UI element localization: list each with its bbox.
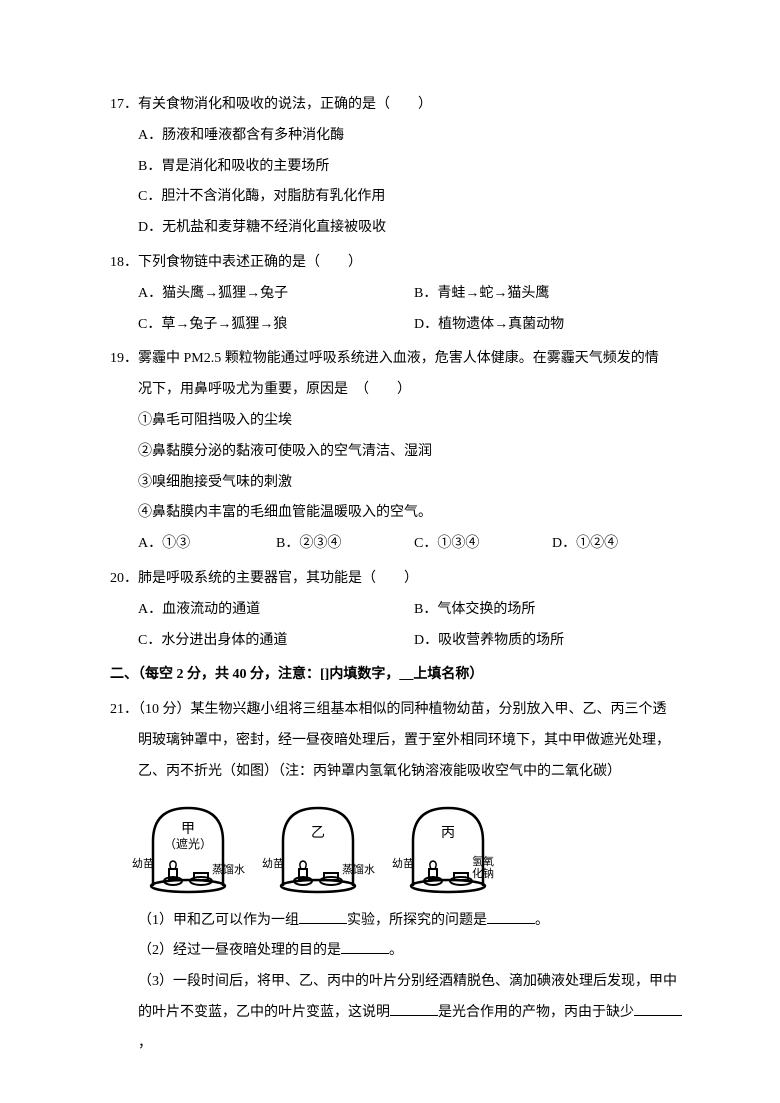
q20-stem: 20．肺是呼吸系统的主要器官，其功能是（ ） bbox=[110, 564, 690, 595]
blank-2[interactable] bbox=[487, 908, 535, 923]
q18-num: 18． bbox=[110, 255, 138, 270]
q21-sub3-line1: （3）一段时间后，将甲、乙、丙中的叶片分别经酒精脱色、滴加碘液处理后发现，甲中 bbox=[110, 967, 690, 998]
q20-opt-d: D．吸收营养物质的场所 bbox=[414, 626, 690, 657]
q21-sub1: （1）甲和乙可以作为一组 实验，所探究的问题是 。 bbox=[110, 906, 690, 937]
section-2-header: 二、（每空 2 分，共 40 分，注意：[]内填数字，__上填名称） bbox=[110, 660, 690, 691]
q20-options-row1: A．血液流动的通道 B．气体交换的场所 bbox=[110, 595, 690, 626]
q21-text1: （10 分）某生物兴趣小组将三组基本相似的同种植物幼苗，分别放入甲、乙、丙三个透 bbox=[138, 702, 667, 717]
jar-bing-right: 氢氧 化钠 bbox=[472, 856, 502, 880]
q18-text: 下列食物链中表述正确的是（ ） bbox=[138, 255, 362, 270]
blank-4[interactable] bbox=[390, 1001, 438, 1016]
q19-stem-line1: 19．雾霾中 PM2.5 颗粒物能通过呼吸系统进入血液，危害人体健康。在雾霾天气… bbox=[110, 344, 690, 375]
q18-opt-c: C．草→兔子→狐狸→狼 bbox=[138, 310, 414, 341]
q20-opt-a: A．血液流动的通道 bbox=[138, 595, 414, 626]
q21-s2a: （2）经过一昼夜暗处理的目的是 bbox=[138, 943, 341, 958]
q21-s3d: ， bbox=[138, 1036, 152, 1051]
q21-s1a: （1）甲和乙可以作为一组 bbox=[138, 913, 299, 928]
q19-opt-d: D．①②④ bbox=[552, 529, 690, 560]
blank-5[interactable] bbox=[634, 1001, 682, 1016]
jar-jia-sub: （遮光） bbox=[138, 838, 238, 851]
q21-num: 21． bbox=[110, 702, 138, 717]
q17-opt-c: C．胆汁不含消化酶，对脂肪有乳化作用 bbox=[138, 182, 690, 213]
q19-options: A．①③ B．②③④ C．①③④ D．①②④ bbox=[110, 529, 690, 560]
q21-stem-line2: 明玻璃钟罩中，密封，经一昼夜暗处理后，置于室外相同环境下，其中甲做遮光处理， bbox=[110, 726, 690, 757]
jar-bing-top: 丙 bbox=[398, 826, 498, 841]
blank-3[interactable] bbox=[341, 939, 389, 954]
q21-s2b: 。 bbox=[389, 943, 403, 958]
q17-opt-b: B．胃是消化和吸收的主要场所 bbox=[138, 152, 690, 183]
jar-yi-top: 乙 bbox=[268, 826, 368, 841]
jar-yi-left: 幼苗 bbox=[262, 858, 284, 870]
q19-item3: ③嗅细胞接受气味的刺激 bbox=[110, 468, 690, 499]
q18-stem: 18．下列食物链中表述正确的是（ ） bbox=[110, 248, 690, 279]
q19-item1: ①鼻毛可阻挡吸入的尘埃 bbox=[110, 406, 690, 437]
q18-opt-d: D．植物遗体→真菌动物 bbox=[414, 310, 690, 341]
q17-text: 有关食物消化和吸收的说法，正确的是（ ） bbox=[138, 97, 432, 112]
q20-opt-b: B．气体交换的场所 bbox=[414, 595, 690, 626]
q19-opt-a: A．①③ bbox=[138, 529, 276, 560]
jar-jia-top: 甲 bbox=[138, 822, 238, 837]
q18-opt-b: B．青蛙→蛇→猫头鹰 bbox=[414, 279, 690, 310]
q19-stem-line2: 况下，用鼻呼吸尤为重要，原因是 （ ） bbox=[110, 375, 690, 406]
q21-stem-line3: 乙、丙不折光（如图）（注：丙钟罩内氢氧化钠溶液能吸收空气中的二氧化碳） bbox=[110, 757, 690, 788]
q17-options: A．肠液和唾液都含有多种消化酶 B．胃是消化和吸收的主要场所 C．胆汁不含消化酶… bbox=[110, 121, 690, 244]
q18-options-row2: C．草→兔子→狐狸→狼 D．植物遗体→真菌动物 bbox=[110, 310, 690, 341]
q19-item2: ②鼻黏膜分泌的黏液可使吸入的空气清洁、湿润 bbox=[110, 437, 690, 468]
q18-opt-a: A．猫头鹰→狐狸→兔子 bbox=[138, 279, 414, 310]
q20-opt-c: C．水分进出身体的通道 bbox=[138, 626, 414, 657]
q17-num: 17． bbox=[110, 97, 138, 112]
q19-opt-b: B．②③④ bbox=[276, 529, 414, 560]
q20-options-row2: C．水分进出身体的通道 D．吸收营养物质的场所 bbox=[110, 626, 690, 657]
question-17: 17．有关食物消化和吸收的说法，正确的是（ ） A．肠液和唾液都含有多种消化酶 … bbox=[110, 90, 690, 244]
q20-text: 肺是呼吸系统的主要器官，其功能是（ ） bbox=[138, 571, 418, 586]
jar-jia-right: 蒸馏水 bbox=[212, 864, 248, 876]
question-21: 21．（10 分）某生物兴趣小组将三组基本相似的同种植物幼苗，分别放入甲、乙、丙… bbox=[110, 695, 690, 1059]
jar-yi: 乙 幼苗 蒸馏水 bbox=[268, 796, 368, 896]
jar-bing-left: 幼苗 bbox=[392, 858, 414, 870]
q21-s1b: 实验，所探究的问题是 bbox=[347, 913, 487, 928]
q18-options-row1: A．猫头鹰→狐狸→兔子 B．青蛙→蛇→猫头鹰 bbox=[110, 279, 690, 310]
q19-num: 19． bbox=[110, 351, 138, 366]
q21-sub2: （2）经过一昼夜暗处理的目的是 。 bbox=[110, 936, 690, 967]
q21-s1c: 。 bbox=[535, 913, 549, 928]
q20-num: 20． bbox=[110, 571, 138, 586]
q17-opt-d: D．无机盐和麦芽糖不经消化直接被吸收 bbox=[138, 213, 690, 244]
question-19: 19．雾霾中 PM2.5 颗粒物能通过呼吸系统进入血液，危害人体健康。在雾霾天气… bbox=[110, 344, 690, 560]
blank-1[interactable] bbox=[299, 908, 347, 923]
jar-yi-right: 蒸馏水 bbox=[342, 864, 378, 876]
jar-jia-left: 幼苗 bbox=[132, 858, 154, 870]
q21-sub3-line2: 的叶片不变蓝，乙中的叶片变蓝，这说明 是光合作用的产物，丙由于缺少 ， bbox=[110, 998, 690, 1060]
q21-s3c: 是光合作用的产物，丙由于缺少 bbox=[438, 1005, 634, 1020]
q19-text1: 雾霾中 PM2.5 颗粒物能通过呼吸系统进入血液，危害人体健康。在雾霾天气频发的… bbox=[138, 351, 659, 366]
question-18: 18．下列食物链中表述正确的是（ ） A．猫头鹰→狐狸→兔子 B．青蛙→蛇→猫头… bbox=[110, 248, 690, 340]
q17-opt-a: A．肠液和唾液都含有多种消化酶 bbox=[138, 121, 690, 152]
q17-stem: 17．有关食物消化和吸收的说法，正确的是（ ） bbox=[110, 90, 690, 121]
q21-s3b: 的叶片不变蓝，乙中的叶片变蓝，这说明 bbox=[138, 1005, 390, 1020]
question-20: 20．肺是呼吸系统的主要器官，其功能是（ ） A．血液流动的通道 B．气体交换的… bbox=[110, 564, 690, 656]
q19-opt-c: C．①③④ bbox=[414, 529, 552, 560]
jar-jia: 甲 （遮光） 幼苗 蒸馏水 bbox=[138, 796, 238, 896]
q21-figure: 甲 （遮光） 幼苗 蒸馏水 乙 幼苗 蒸馏水 bbox=[110, 796, 690, 896]
q19-item4: ④鼻黏膜内丰富的毛细血管能温暖吸入的空气。 bbox=[110, 498, 690, 529]
q21-stem-line1: 21．（10 分）某生物兴趣小组将三组基本相似的同种植物幼苗，分别放入甲、乙、丙… bbox=[110, 695, 690, 726]
jar-bing: 丙 幼苗 氢氧 化钠 bbox=[398, 796, 498, 896]
